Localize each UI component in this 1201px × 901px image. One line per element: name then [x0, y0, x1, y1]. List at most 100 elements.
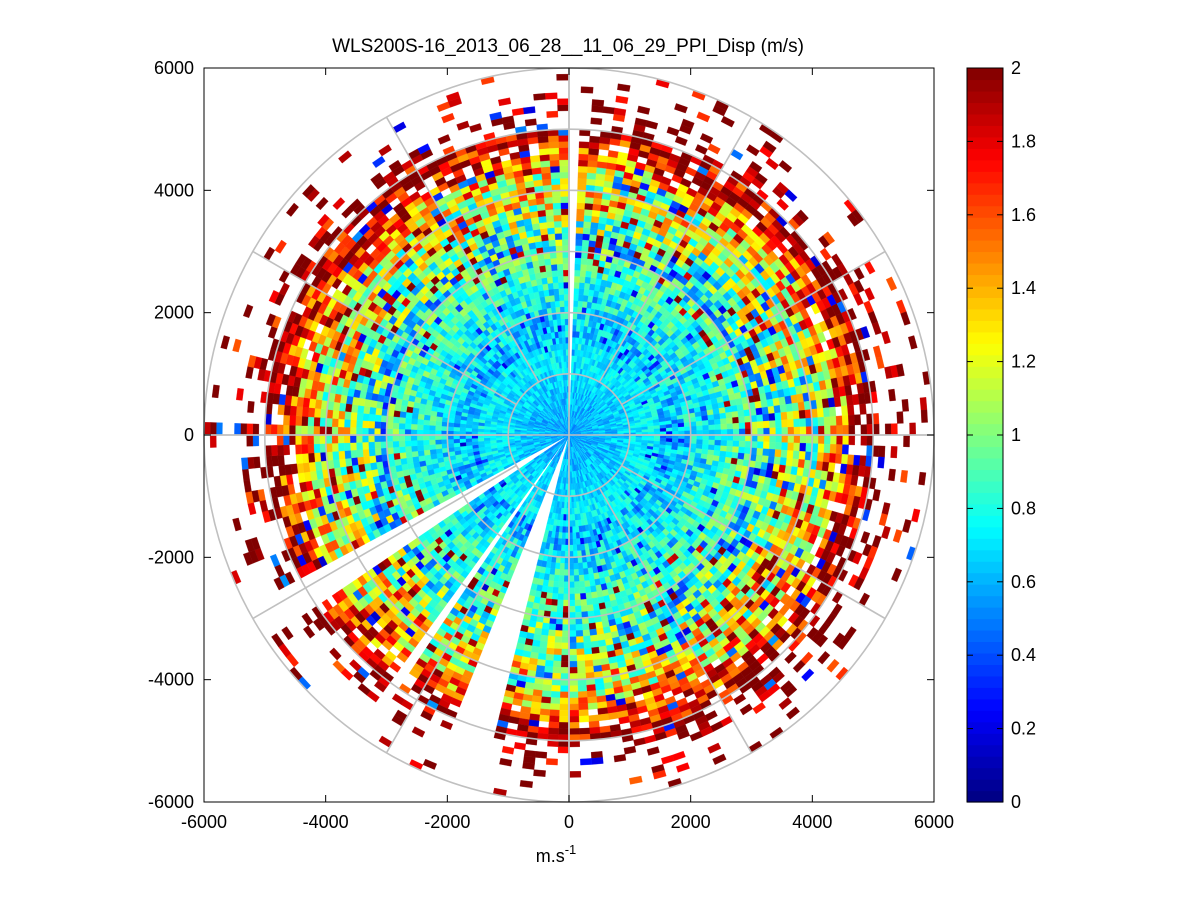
heat-cell	[572, 337, 576, 344]
heat-cell	[573, 562, 579, 570]
heat-cell	[570, 489, 574, 497]
heat-cell	[659, 438, 667, 442]
heat-cell	[393, 452, 401, 460]
heat-cell	[563, 269, 570, 277]
heat-cell	[586, 258, 594, 266]
heat-cell	[653, 437, 661, 442]
heat-cell	[435, 439, 442, 445]
heat-cell	[574, 587, 581, 595]
heat-cell	[429, 420, 437, 426]
heat-cell	[629, 430, 637, 434]
heat-cell	[579, 270, 587, 277]
heat-cell	[416, 439, 424, 446]
heat-cell	[563, 355, 567, 362]
heat-cell	[562, 606, 570, 613]
heat-cell	[573, 300, 579, 308]
heat-cell	[556, 318, 562, 326]
heat-cell	[708, 419, 715, 426]
heat-cell	[553, 288, 560, 296]
heat-cell	[582, 568, 589, 576]
heat-cell	[405, 417, 412, 425]
heat-cell	[726, 423, 734, 430]
heat-cell	[586, 604, 594, 612]
heat-cell	[422, 439, 430, 446]
heat-cell	[483, 437, 491, 442]
heat-cell	[702, 425, 709, 431]
heat-cell	[394, 458, 402, 466]
heat-cell	[557, 593, 564, 601]
heat-cell	[578, 574, 585, 582]
heat-cell	[543, 289, 550, 297]
heat-cell	[556, 605, 564, 613]
heat-cell	[719, 412, 727, 420]
heat-cell	[554, 294, 560, 302]
heat-cell	[732, 428, 740, 436]
heat-cell	[453, 438, 460, 444]
heat-cell	[406, 456, 414, 464]
heat-cell	[423, 419, 430, 426]
heat-cell	[720, 418, 727, 425]
heat-cell	[399, 452, 407, 459]
heat-cell	[392, 416, 400, 424]
heat-cell	[551, 593, 559, 600]
heat-cell	[562, 599, 570, 607]
heat-cell	[708, 439, 716, 446]
heat-cell	[465, 441, 473, 447]
heat-cell	[707, 414, 715, 421]
heat-cell	[573, 282, 580, 289]
heat-cell	[720, 429, 728, 436]
heat-cell	[701, 444, 709, 450]
heat-cell	[714, 424, 722, 431]
heat-cell	[556, 257, 564, 265]
heat-cell	[411, 445, 418, 452]
heat-cell	[714, 418, 721, 425]
heat-cell	[579, 580, 586, 588]
heat-cell	[471, 428, 479, 432]
heat-cell	[422, 424, 430, 431]
heat-cell	[623, 430, 630, 434]
heat-cell	[412, 456, 420, 463]
heat-cell	[712, 408, 720, 415]
heat-cell	[417, 445, 424, 452]
heat-cell	[540, 271, 548, 279]
heat-cell	[554, 568, 560, 576]
heat-cell	[718, 407, 726, 414]
heat-cell	[732, 422, 740, 430]
heat-cell	[558, 575, 565, 582]
heat-cell	[411, 412, 419, 420]
heat-cell	[572, 544, 578, 552]
heat-cell	[545, 592, 553, 600]
heat-cell	[546, 276, 554, 284]
heat-cell	[561, 532, 566, 540]
heat-cell	[731, 411, 739, 418]
heat-cell	[738, 446, 746, 454]
heat-cell	[726, 434, 734, 441]
heat-cell	[429, 444, 437, 450]
heat-cell	[541, 277, 548, 285]
heat-cell	[665, 438, 673, 443]
heat-cell	[678, 426, 685, 432]
heat-cell	[393, 410, 401, 418]
heat-cell	[677, 442, 685, 448]
heat-cell	[732, 416, 740, 424]
heat-cell	[574, 257, 582, 265]
heat-cell	[410, 429, 418, 436]
heat-cell	[575, 532, 580, 539]
heat-cell	[677, 422, 685, 428]
heat-cell	[411, 450, 419, 458]
heat-cell	[578, 568, 584, 576]
heat-cell	[544, 604, 552, 612]
heat-cell	[423, 449, 431, 456]
heat-cell	[561, 324, 566, 332]
heat-cell	[553, 325, 559, 333]
heat-cell	[398, 446, 406, 454]
heat-cell	[730, 405, 738, 413]
heat-cell	[665, 423, 673, 429]
heat-cell	[418, 455, 426, 462]
heat-cell	[563, 361, 567, 369]
heat-cell	[453, 426, 460, 432]
heat-cell	[726, 440, 734, 447]
heat-cell	[719, 450, 727, 458]
heat-cell	[562, 263, 570, 271]
heat-cell	[557, 275, 564, 283]
